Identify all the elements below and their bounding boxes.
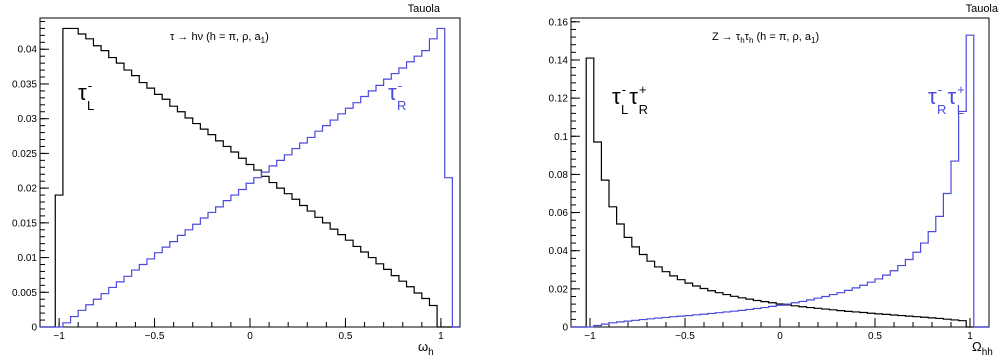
y-tick-label: 0.04 xyxy=(18,45,38,56)
y-tick-label: 0.02 xyxy=(549,284,569,295)
y-tick-label: 0.035 xyxy=(12,79,37,90)
left-label-tau-l-sup: - xyxy=(88,78,92,93)
right-series-label-tau-l-tau-r: τ-Lτ+ R xyxy=(612,82,648,117)
right-title-sub1: h xyxy=(740,36,744,45)
x-tick-label: 1 xyxy=(967,331,973,342)
x-tick-label: −1 xyxy=(584,331,596,342)
right-label-a-main2: τ xyxy=(629,84,638,109)
right-x-axis-label: Ωhh xyxy=(972,339,993,358)
histogram-series-1 xyxy=(571,34,989,328)
right-title-main1: Z → τ xyxy=(712,31,741,43)
y-tick-label: 0.025 xyxy=(12,149,37,160)
left-label-tau-r-main: τ xyxy=(388,80,397,105)
right-title-main3: (h = π, ρ, a xyxy=(753,31,811,43)
left-panel-title: τ → hν (h = π, ρ, a1) xyxy=(170,31,269,45)
right-label-b-main2: τ xyxy=(947,84,956,109)
right-title-main2: τ xyxy=(745,31,750,43)
y-tick-label: 0.14 xyxy=(549,55,569,66)
right-plot-frame xyxy=(570,17,990,328)
y-tick-label: 0.12 xyxy=(549,94,569,105)
right-label-b-sup1: - xyxy=(938,82,942,97)
x-tick-label: −0.5 xyxy=(675,331,695,342)
right-series-group xyxy=(571,34,989,328)
y-tick-label: 0.03 xyxy=(18,114,38,125)
left-series-label-tau-r: τ- R xyxy=(388,78,406,113)
right-title-sub3: 1 xyxy=(811,36,816,45)
y-tick-label: 0.06 xyxy=(549,208,569,219)
histogram-series-0 xyxy=(40,27,460,328)
left-title-close: ) xyxy=(265,31,269,43)
left-title-sub: 1 xyxy=(261,36,266,45)
right-label-a-main1: τ xyxy=(612,84,621,109)
right-x-axis: −1 −0.5 0 0.5 1 xyxy=(570,318,990,342)
right-label-b-sub1: R xyxy=(937,102,946,117)
right-label-a-sub2: R xyxy=(639,102,648,117)
right-y-axis: 0 0.02 0.04 0.06 0.08 0.1 0.12 0.14 0.16 xyxy=(549,17,580,334)
right-xlabel-main: Ω xyxy=(972,339,982,354)
y-tick-label: 0.01 xyxy=(18,253,38,264)
y-tick-label: 0.1 xyxy=(554,132,568,143)
right-title-close: ) xyxy=(815,31,819,43)
left-title-main: τ → hν (h = π, ρ, a xyxy=(170,31,262,43)
x-tick-label: 0 xyxy=(247,331,253,342)
left-histogram-panel: Tauola τ → hν (h = π, ρ, a1) 00.0050.010… xyxy=(12,3,461,358)
right-label-a-sup2: + xyxy=(639,82,647,97)
x-tick-label: 0.5 xyxy=(868,331,882,342)
histogram-series-1 xyxy=(40,27,460,328)
right-label-a-sup1: - xyxy=(622,82,626,97)
left-y-axis: 0 0.005 0.01 0.015 0.02 0.025 0.03 0.035 0.04 xyxy=(12,20,49,334)
right-xlabel-sub: hh xyxy=(982,347,993,358)
left-xlabel-main: ω xyxy=(418,339,428,354)
left-plot-frame xyxy=(39,17,461,328)
left-xlabel-sub: h xyxy=(428,347,434,358)
right-label-b-sub2: L xyxy=(957,102,964,117)
y-tick-label: 0.08 xyxy=(549,170,569,181)
x-tick-label: 0.5 xyxy=(339,331,353,342)
histogram-series-0 xyxy=(571,57,989,328)
right-panel-title: Z → τhτh (h = π, ρ, a1) xyxy=(712,31,819,45)
right-corner-label: Tauola xyxy=(966,3,999,15)
left-series-label-tau-l: τ- L xyxy=(78,78,94,113)
x-tick-label: 0 xyxy=(777,331,783,342)
x-tick-label: −0.5 xyxy=(145,331,165,342)
left-label-tau-l-sub: L xyxy=(87,98,94,113)
left-label-tau-r-sub: R xyxy=(397,98,406,113)
y-tick-label: 0.005 xyxy=(12,288,37,299)
y-tick-label: 0.16 xyxy=(549,17,569,28)
x-tick-label: −1 xyxy=(53,331,65,342)
right-title-sub2: h xyxy=(749,36,753,45)
right-label-a-sub1: L xyxy=(621,102,628,117)
right-histogram-panel: Tauola Z → τhτh (h = π, ρ, a1) 00.020.04… xyxy=(549,3,999,358)
y-tick-label: 0.02 xyxy=(18,184,38,195)
y-tick-label: 0.015 xyxy=(12,218,37,229)
left-label-tau-l-main: τ xyxy=(78,80,87,105)
y-tick-label: 0 xyxy=(31,323,37,334)
left-x-axis: −1 −0.5 0 0.5 1 xyxy=(39,318,461,342)
y-tick-label: 0 xyxy=(562,323,568,334)
right-label-b-sup2: + xyxy=(957,82,965,97)
y-tick-label: 0.04 xyxy=(549,246,569,257)
left-x-axis-label: ωh xyxy=(418,339,434,358)
left-label-tau-r-sup: - xyxy=(398,78,402,93)
right-label-b-main1: τ xyxy=(928,84,937,109)
left-series-group xyxy=(40,27,460,328)
x-tick-label: 1 xyxy=(438,331,444,342)
left-corner-label: Tauola xyxy=(408,3,441,15)
right-series-label-tau-r-tau-l: τ-Rτ+ L xyxy=(928,82,965,117)
